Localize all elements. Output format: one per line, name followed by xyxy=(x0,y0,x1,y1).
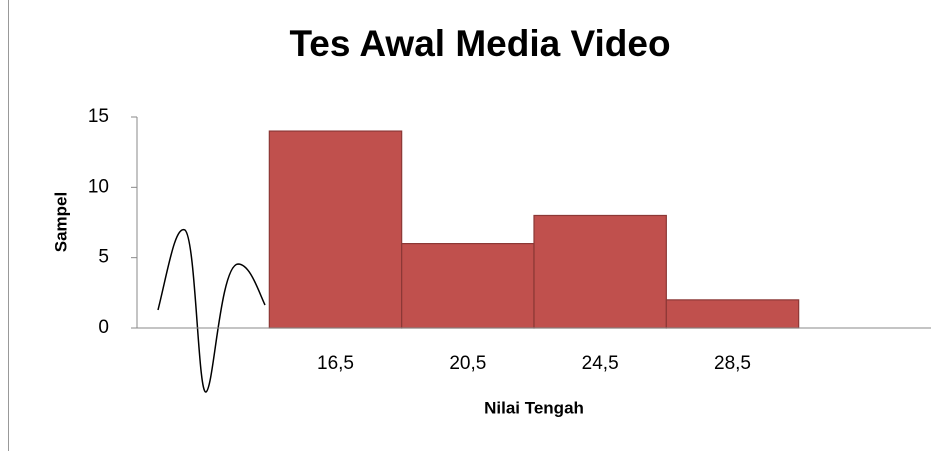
bar xyxy=(533,214,667,329)
chart-title: Tes Awal Media Video xyxy=(289,23,670,64)
y-axis-label: Sampel xyxy=(51,192,70,252)
bar xyxy=(665,299,800,329)
x-tick-label: 24,5 xyxy=(582,353,619,374)
y-tick-label: 10 xyxy=(88,176,109,197)
axis-break-squiggle xyxy=(157,229,266,393)
chart-frame xyxy=(8,0,9,451)
x-tick-label: 20,5 xyxy=(449,353,486,374)
y-tick-label: 0 xyxy=(98,317,109,338)
x-tick-label: 28,5 xyxy=(714,353,751,374)
x-tick-label: 16,5 xyxy=(317,353,354,374)
x-axis-label: Nilai Tengah xyxy=(484,398,584,417)
bar xyxy=(401,243,535,329)
y-tick-label: 5 xyxy=(98,247,109,268)
bar xyxy=(268,130,403,329)
y-tick-label: 15 xyxy=(88,106,109,127)
